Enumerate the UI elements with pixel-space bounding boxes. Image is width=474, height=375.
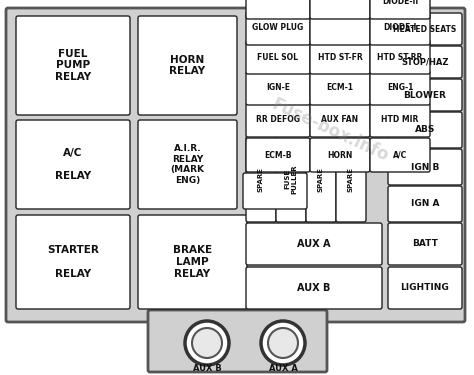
Text: BRAKE
LAMP
RELAY: BRAKE LAMP RELAY — [173, 245, 212, 279]
FancyBboxPatch shape — [246, 40, 310, 74]
Text: HORN: HORN — [328, 150, 353, 159]
FancyBboxPatch shape — [310, 138, 370, 172]
FancyBboxPatch shape — [388, 112, 462, 148]
Text: FUEL SOL: FUEL SOL — [257, 53, 299, 62]
FancyBboxPatch shape — [388, 13, 462, 45]
FancyBboxPatch shape — [388, 223, 462, 265]
Text: STOP/HAZ: STOP/HAZ — [401, 57, 449, 66]
Text: A/C

RELAY: A/C RELAY — [55, 148, 91, 181]
FancyBboxPatch shape — [16, 215, 130, 309]
FancyBboxPatch shape — [388, 186, 462, 222]
Text: Fuse-box.info: Fuse-box.info — [269, 95, 392, 165]
FancyBboxPatch shape — [246, 223, 382, 265]
Circle shape — [261, 321, 305, 365]
FancyBboxPatch shape — [138, 120, 237, 209]
FancyBboxPatch shape — [370, 11, 430, 45]
FancyBboxPatch shape — [16, 120, 130, 209]
FancyBboxPatch shape — [310, 40, 370, 74]
FancyBboxPatch shape — [246, 138, 310, 172]
Text: HORN
RELAY: HORN RELAY — [169, 55, 206, 76]
Text: A/C: A/C — [393, 150, 407, 159]
Circle shape — [192, 328, 222, 358]
FancyBboxPatch shape — [246, 71, 310, 105]
FancyBboxPatch shape — [138, 215, 247, 309]
FancyBboxPatch shape — [310, 0, 370, 19]
FancyBboxPatch shape — [148, 310, 327, 372]
Text: AUX FAN: AUX FAN — [321, 116, 358, 124]
FancyBboxPatch shape — [310, 11, 370, 45]
FancyBboxPatch shape — [246, 267, 382, 309]
Text: FUEL
PUMP
RELAY: FUEL PUMP RELAY — [55, 49, 91, 82]
FancyBboxPatch shape — [310, 103, 370, 137]
FancyBboxPatch shape — [246, 0, 310, 19]
FancyBboxPatch shape — [246, 11, 310, 45]
Text: ENG-1: ENG-1 — [387, 84, 413, 93]
Text: BLOWER: BLOWER — [403, 90, 447, 99]
Text: FUSE
PULLER: FUSE PULLER — [284, 164, 298, 194]
FancyBboxPatch shape — [276, 136, 306, 222]
Text: GLOW PLUG: GLOW PLUG — [252, 24, 304, 33]
Text: AUX A: AUX A — [297, 239, 331, 249]
FancyBboxPatch shape — [310, 71, 370, 105]
FancyBboxPatch shape — [388, 149, 462, 185]
Text: HTD ST-RR: HTD ST-RR — [377, 53, 423, 62]
Text: IGN B: IGN B — [411, 162, 439, 171]
FancyBboxPatch shape — [246, 103, 310, 137]
Text: DIODE-II: DIODE-II — [382, 0, 418, 6]
FancyBboxPatch shape — [388, 267, 462, 309]
Text: IGN A: IGN A — [411, 200, 439, 208]
Text: A.I.R.
RELAY
(MARK
ENG): A.I.R. RELAY (MARK ENG) — [171, 144, 204, 184]
FancyBboxPatch shape — [370, 0, 430, 19]
FancyBboxPatch shape — [306, 136, 336, 222]
Text: AUX B: AUX B — [297, 283, 331, 293]
Text: DIODE-I: DIODE-I — [383, 24, 417, 33]
FancyBboxPatch shape — [370, 103, 430, 137]
Circle shape — [268, 328, 298, 358]
FancyBboxPatch shape — [16, 16, 130, 115]
Text: HTD ST-FR: HTD ST-FR — [318, 53, 363, 62]
FancyBboxPatch shape — [246, 136, 276, 222]
FancyBboxPatch shape — [138, 16, 237, 115]
FancyBboxPatch shape — [336, 136, 366, 222]
Text: ECM-1: ECM-1 — [327, 84, 354, 93]
Text: IGN-E: IGN-E — [266, 84, 290, 93]
Text: HTD MIR: HTD MIR — [381, 116, 419, 124]
Circle shape — [185, 321, 229, 365]
Text: SPARE: SPARE — [258, 166, 264, 192]
FancyBboxPatch shape — [370, 138, 430, 172]
Text: HEATED SEATS: HEATED SEATS — [393, 24, 456, 33]
Text: RR DEFOG: RR DEFOG — [256, 116, 300, 124]
Text: LIGHTING: LIGHTING — [401, 284, 449, 292]
FancyBboxPatch shape — [388, 79, 462, 111]
Text: ECM-B: ECM-B — [264, 150, 292, 159]
FancyBboxPatch shape — [388, 46, 462, 78]
Text: AUX A: AUX A — [269, 364, 298, 373]
Text: SPARE: SPARE — [348, 166, 354, 192]
FancyBboxPatch shape — [370, 71, 430, 105]
Text: AUX B: AUX B — [192, 364, 221, 373]
FancyBboxPatch shape — [243, 173, 307, 209]
FancyBboxPatch shape — [6, 8, 465, 322]
FancyBboxPatch shape — [370, 40, 430, 74]
Text: SPARE: SPARE — [318, 166, 324, 192]
Text: BATT: BATT — [412, 240, 438, 249]
Text: ABS: ABS — [415, 126, 435, 135]
Text: STARTER

RELAY: STARTER RELAY — [47, 245, 99, 279]
